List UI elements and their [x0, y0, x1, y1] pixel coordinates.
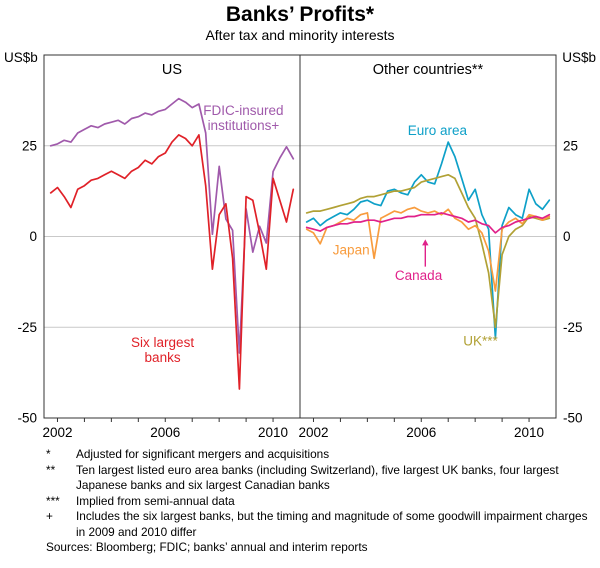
x-tick-label: 2010: [258, 425, 288, 440]
series-line-uk: [305, 173, 551, 329]
x-tick-label: 2006: [150, 425, 180, 440]
series-label-euro-area: Euro area: [408, 123, 468, 138]
x-tick-label: 2006: [406, 425, 436, 440]
footnote-text: Implied from semi-annual data: [76, 493, 235, 508]
footnote-text: Ten largest listed euro area banks (incl…: [76, 462, 559, 493]
y-tick-label-left: 25: [22, 138, 37, 153]
y-tick-label-right: -25: [563, 320, 583, 335]
y-tick-label-left: -25: [17, 320, 37, 335]
footnote-text: Adjusted for significant mergers and acq…: [76, 447, 330, 461]
footnote-row: *** Implied from semi-annual data: [46, 494, 588, 510]
y-tick-label-right: 25: [563, 138, 578, 153]
panel-title: US: [162, 62, 182, 78]
footnote-row: ** Ten largest listed euro area banks (i…: [46, 463, 588, 494]
x-tick-label: 2010: [514, 425, 544, 440]
footnote-marker: **: [46, 462, 56, 477]
unit-label-left: US$b: [4, 50, 38, 65]
footnote-marker: ***: [46, 493, 60, 508]
series-line-fdic-insured-institutions: [49, 97, 295, 354]
series-line-japan: [305, 206, 551, 292]
footnote-marker: +: [46, 509, 53, 523]
series-label-six-largest: Six largest: [131, 335, 194, 350]
y-tick-label-left: -50: [17, 411, 37, 426]
footnote-row: * Adjusted for significant mergers and a…: [46, 447, 588, 463]
chart-subtitle: After tax and minority interests: [205, 27, 395, 43]
y-tick-label-right: 0: [563, 229, 571, 244]
series-label-japan: Japan: [333, 243, 370, 258]
x-tick-label: 2002: [42, 425, 72, 440]
sources-label: Sources:: [46, 540, 93, 554]
sources-line: Sources: Bloomberg; FDIC; banks’ annual …: [46, 540, 588, 556]
unit-label-right: US$b: [562, 50, 596, 65]
series-label-fdic-insured: institutions+: [208, 118, 280, 133]
series-label-fdic-insured: FDIC-insured: [203, 103, 283, 118]
panel-title: Other countries**: [373, 62, 484, 78]
footnotes: * Adjusted for significant mergers and a…: [0, 443, 600, 556]
series-label-six-largest: banks: [145, 350, 181, 365]
chart-title: Banks’ Profits*: [225, 3, 375, 26]
footnote-marker: *: [46, 447, 51, 461]
sources-text: Bloomberg; FDIC; banks’ annual and inter…: [95, 540, 368, 554]
x-tick-label: 2002: [298, 425, 328, 440]
y-tick-label-right: -50: [563, 411, 583, 426]
banks-profits-chart: 2002 2006 2010 2002 2006 2010 25 25 0 0 -25 -25 -50 -…: [4, 50, 596, 440]
series-label-canada: Canada: [395, 268, 443, 283]
y-tick-label-left: 0: [29, 229, 37, 244]
series-label-uk: UK***: [463, 333, 498, 348]
annotation-arrowhead: [422, 239, 429, 246]
series-line-euro-area: [305, 141, 551, 339]
footnote-row: + Includes the six largest banks, but th…: [46, 509, 588, 540]
series-line-canada: [305, 212, 551, 234]
footnote-text: Includes the six largest banks, but the …: [76, 509, 588, 539]
series-line-six-largest-banks: [49, 134, 295, 390]
